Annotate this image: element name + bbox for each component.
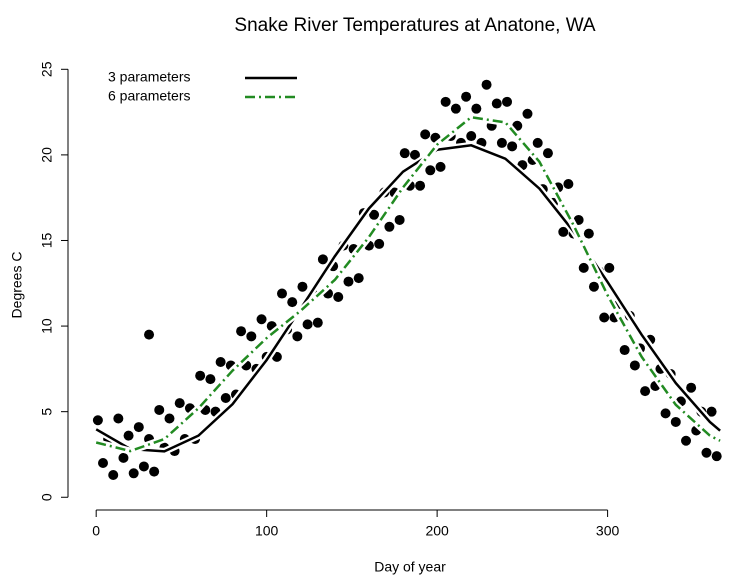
- data-point: [660, 408, 671, 419]
- data-point: [563, 178, 574, 189]
- data-point: [174, 398, 185, 409]
- data-point: [144, 329, 155, 340]
- data-point: [118, 452, 129, 463]
- data-point: [384, 221, 395, 232]
- y-tick-label: 25: [39, 61, 55, 77]
- data-point: [374, 238, 385, 249]
- data-point: [292, 331, 303, 342]
- data-point: [640, 386, 651, 397]
- data-point: [491, 98, 502, 109]
- data-point: [343, 276, 354, 287]
- chart-title: Snake River Temperatures at Anatone, WA: [234, 15, 596, 36]
- data-point: [138, 461, 149, 472]
- data-point: [123, 430, 134, 441]
- data-point: [507, 141, 518, 152]
- x-tick-label: 0: [92, 523, 100, 539]
- x-tick-label: 100: [255, 523, 279, 539]
- data-point: [369, 209, 380, 220]
- data-point: [481, 79, 492, 90]
- data-point: [276, 288, 287, 299]
- data-point: [256, 314, 267, 325]
- legend-label: 3 parameters: [108, 69, 190, 85]
- data-point: [415, 180, 426, 191]
- data-point: [220, 392, 231, 403]
- data-point: [246, 331, 257, 342]
- data-point: [588, 281, 599, 292]
- y-axis-label: Degrees C: [9, 252, 25, 319]
- data-point: [461, 91, 472, 102]
- data-point: [583, 228, 594, 239]
- data-point: [629, 360, 640, 371]
- data-point: [542, 148, 553, 159]
- data-point: [394, 214, 405, 225]
- data-point: [670, 416, 681, 427]
- data-point: [92, 415, 103, 426]
- y-tick-label: 15: [39, 232, 55, 248]
- data-point: [425, 165, 436, 176]
- data-point: [706, 406, 717, 417]
- x-axis-label: Day of year: [374, 559, 446, 575]
- data-point: [133, 422, 144, 433]
- data-point: [496, 137, 507, 148]
- data-point: [578, 262, 589, 273]
- data-point: [435, 161, 446, 172]
- data-point: [195, 370, 206, 381]
- fit-line: [95, 115, 721, 453]
- y-tick-label: 10: [39, 318, 55, 334]
- data-point: [711, 451, 722, 462]
- data-point: [599, 312, 610, 323]
- data-point: [701, 447, 712, 458]
- data-point: [450, 103, 461, 114]
- y-tick-label: 20: [39, 147, 55, 163]
- data-point: [149, 466, 160, 477]
- data-point: [113, 413, 124, 424]
- data-point: [312, 317, 323, 328]
- data-point: [466, 131, 477, 142]
- data-point: [98, 458, 109, 469]
- data-point: [317, 254, 328, 265]
- data-point: [205, 374, 216, 385]
- data-point: [502, 96, 513, 107]
- data-point: [420, 129, 431, 140]
- data-point: [686, 382, 697, 393]
- data-point: [215, 357, 226, 368]
- data-point: [558, 226, 569, 237]
- data-point: [532, 137, 543, 148]
- data-point: [128, 468, 139, 479]
- data-point: [573, 214, 584, 225]
- data-point: [154, 404, 165, 415]
- data-point: [522, 108, 533, 119]
- data-point: [399, 148, 410, 159]
- data-point: [619, 345, 630, 356]
- data-point: [333, 291, 344, 302]
- data-point: [440, 96, 451, 107]
- y-tick-label: 0: [39, 493, 55, 501]
- data-point: [236, 326, 247, 337]
- data-point: [681, 435, 692, 446]
- x-tick-label: 200: [425, 523, 449, 539]
- data-point: [297, 281, 308, 292]
- data-point: [353, 273, 364, 284]
- data-point: [164, 413, 175, 424]
- y-tick-label: 5: [39, 408, 55, 416]
- data-point: [604, 262, 615, 273]
- data-point: [302, 319, 313, 330]
- data-point: [108, 470, 119, 481]
- legend-label: 6 parameters: [108, 88, 190, 104]
- data-point: [471, 103, 482, 114]
- data-point: [287, 297, 298, 308]
- x-tick-label: 300: [596, 523, 620, 539]
- data-point: [409, 149, 420, 160]
